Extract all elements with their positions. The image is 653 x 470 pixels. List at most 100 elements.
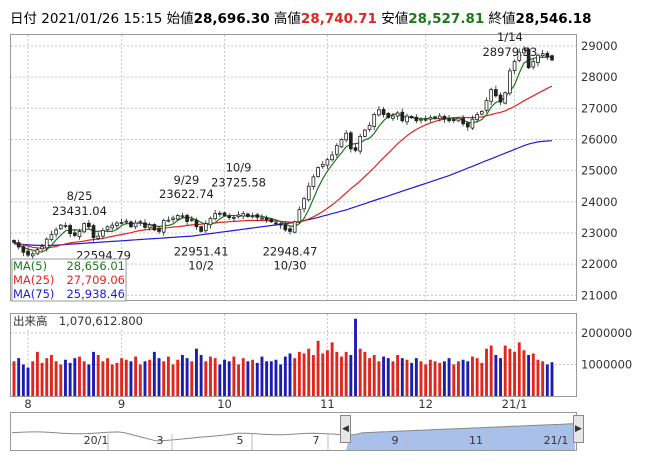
volume-bar <box>414 358 418 396</box>
volume-bar <box>307 348 311 396</box>
high-label: 高値 <box>273 11 301 27</box>
candle-body <box>517 51 522 61</box>
volume-bar <box>288 353 292 396</box>
volume-bar <box>503 345 507 396</box>
candle-body <box>189 219 194 221</box>
volume-bar <box>344 351 348 396</box>
candle-body <box>241 213 246 217</box>
volume-bar <box>330 342 334 396</box>
candle <box>44 237 49 252</box>
candle-body <box>475 114 479 120</box>
candle <box>241 211 246 220</box>
volume-bar <box>87 364 91 396</box>
volume-bar <box>452 364 456 396</box>
volume-bar <box>82 361 86 396</box>
volume-bar <box>335 351 339 396</box>
candle-body <box>405 115 409 123</box>
candle-body <box>199 226 203 232</box>
candle <box>147 222 152 231</box>
volume-tick-label: 1000000 <box>581 357 632 371</box>
volume-bar <box>138 364 142 396</box>
legend-ma75-value: 25,938.46 <box>66 287 125 301</box>
legend-ma5-label: MA(5) <box>13 259 47 273</box>
candle-body <box>30 253 35 257</box>
volume-bar <box>64 359 67 396</box>
navigator-label: 3 <box>157 434 164 447</box>
x-tick-label: 12 <box>418 397 433 411</box>
candle <box>115 221 119 230</box>
ma75-line <box>13 140 553 246</box>
candle-body <box>110 224 115 229</box>
volume-bar <box>541 361 545 396</box>
candle <box>278 221 283 229</box>
candle <box>395 111 400 120</box>
candle <box>531 58 536 70</box>
candle-body <box>316 167 320 177</box>
volume-bar <box>410 362 414 396</box>
candle-body <box>133 222 138 228</box>
candle <box>260 214 264 221</box>
candle-body <box>489 89 494 102</box>
annotation-label: 10/30 <box>273 258 306 272</box>
candle-body <box>143 222 147 228</box>
candle-body <box>269 218 274 223</box>
candle-body <box>442 116 447 120</box>
candle-body <box>147 224 152 229</box>
volume-bar <box>400 358 404 396</box>
volume-bar <box>536 359 540 396</box>
candle-body <box>358 135 363 152</box>
candle <box>363 128 367 138</box>
candle-body <box>353 147 358 151</box>
candle-body <box>208 217 213 226</box>
candle <box>194 217 199 230</box>
candle <box>348 130 353 153</box>
volume-bar <box>227 361 231 396</box>
candle-body <box>194 219 199 228</box>
candle-body <box>292 221 297 233</box>
price-tick-label: 24000 <box>581 195 618 209</box>
candle-body <box>16 242 21 248</box>
candle <box>409 115 414 119</box>
candle <box>161 218 166 236</box>
volume-bar <box>269 361 273 396</box>
candle <box>91 223 96 242</box>
volume-tick-label: 2000000 <box>581 326 632 340</box>
candle <box>358 133 363 155</box>
volume-bar <box>73 358 77 396</box>
volume-bar <box>241 358 245 396</box>
candle-body <box>447 118 451 122</box>
volume-bar <box>489 345 493 396</box>
annotation-label: 10/2 <box>188 258 214 272</box>
volume-bar <box>251 359 255 396</box>
candle-body <box>232 216 236 219</box>
candle-body <box>63 225 68 227</box>
volume-bar <box>279 364 283 396</box>
candle-body <box>330 154 334 161</box>
candle-body <box>157 228 161 232</box>
candle <box>232 215 236 222</box>
volume-bar <box>494 355 498 396</box>
annotation-label: 10/9 <box>226 161 252 175</box>
navigator-right-handle[interactable]: ▶ <box>573 415 584 443</box>
navigator-left-handle[interactable]: ◀ <box>340 415 351 443</box>
candle-body <box>367 125 372 130</box>
candle <box>119 218 124 225</box>
volume-bar <box>45 358 49 396</box>
volume-bar <box>442 361 446 396</box>
candle-body <box>456 117 461 122</box>
volume-panel <box>10 313 577 397</box>
candle-body <box>44 238 49 249</box>
candle <box>40 243 44 252</box>
price-tick-label: 26000 <box>581 132 618 146</box>
candle-body <box>77 231 82 237</box>
candle-body <box>484 100 489 111</box>
volume-bar <box>396 355 400 396</box>
candle-body <box>465 122 470 128</box>
volume-bar <box>120 358 124 396</box>
volume-bar <box>499 358 502 396</box>
volume-bar <box>40 362 44 396</box>
candle <box>189 215 194 223</box>
candle <box>428 115 433 123</box>
candle <box>447 115 451 123</box>
